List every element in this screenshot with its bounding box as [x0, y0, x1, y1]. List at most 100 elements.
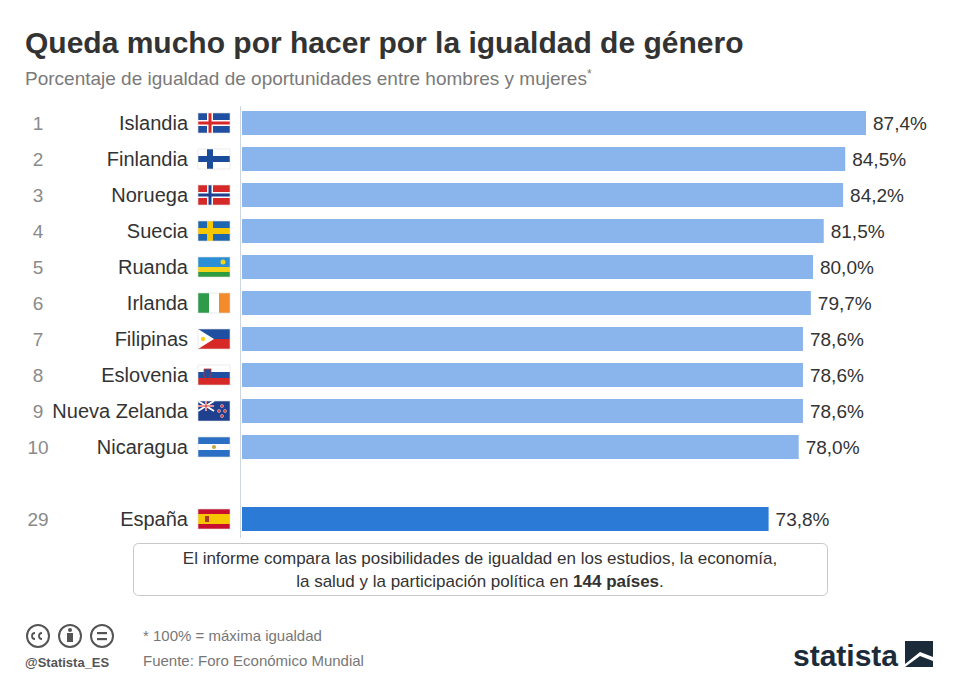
flag-part — [221, 415, 224, 418]
flag-part — [218, 410, 221, 413]
data-label: 84,5% — [852, 149, 906, 170]
bar — [242, 291, 811, 315]
bar — [242, 363, 803, 387]
bar — [242, 111, 866, 135]
flag-part — [198, 221, 230, 241]
logo-icon — [905, 652, 933, 667]
flag-part — [224, 410, 227, 413]
flag-part — [198, 509, 230, 514]
data-label: 73,8% — [776, 509, 830, 530]
rank: 9 — [33, 401, 44, 422]
flag — [198, 113, 230, 133]
license-icon — [67, 633, 73, 642]
rank: 3 — [33, 185, 44, 206]
flag-part — [198, 194, 230, 197]
flag-part — [198, 444, 230, 450]
category-label: Eslovenia — [101, 364, 189, 386]
rank: 8 — [33, 365, 44, 386]
flag — [198, 185, 230, 205]
flag-border — [198, 149, 230, 169]
flag-part — [198, 378, 230, 385]
rank: 6 — [33, 293, 44, 314]
flag-part — [221, 260, 226, 265]
bars — [242, 111, 866, 531]
bar — [242, 147, 845, 171]
bar — [242, 435, 799, 459]
data-label: 87,4% — [873, 113, 927, 134]
bar — [242, 183, 843, 207]
title: Queda mucho por hacer por la igualdad de… — [25, 26, 743, 59]
subtitle-mark: * — [587, 67, 592, 81]
rank: 4 — [33, 221, 44, 242]
flag-part — [212, 445, 216, 449]
data-label: 81,5% — [831, 221, 885, 242]
license-icon — [68, 628, 72, 632]
flag-part — [198, 122, 230, 125]
data-label: 78,6% — [810, 329, 864, 350]
logo: statista — [793, 639, 898, 672]
flag — [198, 509, 230, 529]
chart: Queda mucho por hacer por la igualdad de… — [0, 0, 960, 684]
annotation-text: la salud y la participación política en — [296, 572, 573, 591]
flag-part — [198, 450, 230, 457]
flag-part — [205, 516, 209, 522]
rank: 29 — [27, 509, 48, 530]
license-icon — [97, 638, 107, 640]
bar — [242, 219, 824, 243]
labels: 1234567891029IslandiaFinlandiaNoruegaSue… — [27, 112, 927, 530]
bar — [242, 507, 769, 531]
license-icon — [59, 625, 81, 647]
flag-part — [198, 329, 214, 349]
flag-part — [198, 267, 230, 272]
flag-border — [198, 509, 230, 529]
data-label: 78,6% — [810, 401, 864, 422]
category-label: Irlanda — [127, 292, 189, 314]
flag-part — [198, 192, 230, 198]
flag-part — [219, 293, 230, 313]
rank: 1 — [33, 113, 44, 134]
annotation-box — [134, 544, 828, 596]
flag-part — [198, 149, 230, 169]
flag — [198, 221, 230, 241]
category-label: Nueva Zelanda — [52, 400, 189, 422]
flag-border — [198, 113, 230, 133]
flag — [198, 149, 230, 169]
bar — [242, 327, 803, 351]
flag-part — [204, 369, 211, 379]
flag-part — [201, 337, 205, 341]
license-icon — [97, 632, 107, 634]
flag-border — [198, 293, 230, 313]
flag — [198, 401, 230, 421]
data-label: 78,6% — [810, 365, 864, 386]
source: Fuente: Foro Económico Mundial — [143, 652, 364, 669]
flag-border — [198, 257, 230, 277]
license-icon — [32, 633, 42, 639]
rank: 2 — [33, 149, 44, 170]
data-label: 80,0% — [820, 257, 874, 278]
flag-part — [221, 405, 224, 408]
annotation-line: la salud y la participación política en … — [296, 572, 664, 591]
flag-part — [198, 406, 214, 407]
flag-part — [198, 514, 230, 524]
flag-border — [198, 437, 230, 457]
flag-part — [198, 401, 214, 411]
annotation-line: El informe compara las posibilidades de … — [183, 549, 777, 568]
flag-part — [198, 524, 230, 529]
data-label: 84,2% — [850, 185, 904, 206]
flag-border — [198, 221, 230, 241]
data-label: 79,7% — [818, 293, 872, 314]
rank: 5 — [33, 257, 44, 278]
annotation-text: . — [659, 572, 664, 591]
flag-part — [198, 120, 230, 126]
flag — [198, 257, 230, 277]
category-label: Finlandia — [107, 148, 189, 170]
rank: 7 — [33, 329, 44, 350]
category-label: Ruanda — [118, 256, 189, 278]
flag-border — [198, 329, 230, 349]
flag — [198, 365, 230, 385]
flag-part — [198, 113, 230, 133]
category-label: Suecia — [127, 220, 189, 242]
flag-part — [198, 272, 230, 277]
handle: @Statista_ES — [25, 655, 110, 670]
flag — [198, 293, 230, 313]
